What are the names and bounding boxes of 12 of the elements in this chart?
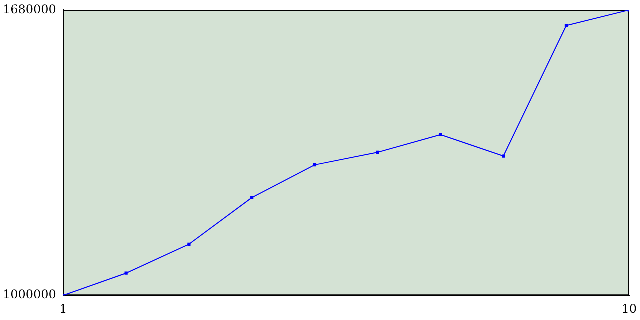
point [376, 150, 380, 154]
point [439, 133, 442, 136]
point [313, 164, 317, 167]
y-tick-label: 1000000 [2, 288, 56, 302]
point [250, 196, 254, 200]
point [188, 242, 191, 246]
y-tick-label: 1680000 [2, 2, 56, 16]
point [502, 154, 506, 158]
x-tick-label: 1 [60, 302, 68, 316]
point [564, 24, 568, 28]
x-tick-label: 10 [622, 302, 638, 316]
point [124, 272, 128, 275]
